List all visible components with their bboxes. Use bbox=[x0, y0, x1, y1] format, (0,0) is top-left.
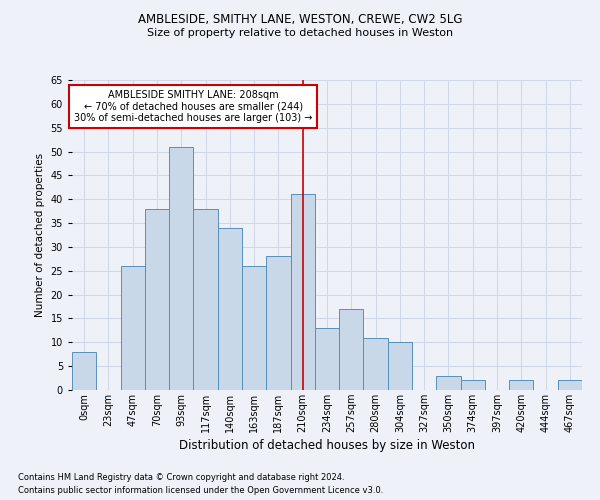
Bar bbox=[145, 209, 169, 390]
Bar bbox=[315, 328, 339, 390]
Bar bbox=[72, 352, 96, 390]
Bar bbox=[266, 256, 290, 390]
Text: Size of property relative to detached houses in Weston: Size of property relative to detached ho… bbox=[147, 28, 453, 38]
Bar bbox=[218, 228, 242, 390]
Bar bbox=[242, 266, 266, 390]
Bar bbox=[509, 380, 533, 390]
Bar bbox=[461, 380, 485, 390]
Bar bbox=[290, 194, 315, 390]
X-axis label: Distribution of detached houses by size in Weston: Distribution of detached houses by size … bbox=[179, 439, 475, 452]
Bar bbox=[169, 147, 193, 390]
Bar bbox=[339, 309, 364, 390]
Text: AMBLESIDE, SMITHY LANE, WESTON, CREWE, CW2 5LG: AMBLESIDE, SMITHY LANE, WESTON, CREWE, C… bbox=[138, 12, 462, 26]
Bar bbox=[193, 209, 218, 390]
Text: AMBLESIDE SMITHY LANE: 208sqm
← 70% of detached houses are smaller (244)
30% of : AMBLESIDE SMITHY LANE: 208sqm ← 70% of d… bbox=[74, 90, 313, 122]
Text: Contains HM Land Registry data © Crown copyright and database right 2024.: Contains HM Land Registry data © Crown c… bbox=[18, 474, 344, 482]
Bar bbox=[388, 342, 412, 390]
Bar bbox=[364, 338, 388, 390]
Bar bbox=[121, 266, 145, 390]
Bar bbox=[436, 376, 461, 390]
Bar bbox=[558, 380, 582, 390]
Y-axis label: Number of detached properties: Number of detached properties bbox=[35, 153, 45, 317]
Text: Contains public sector information licensed under the Open Government Licence v3: Contains public sector information licen… bbox=[18, 486, 383, 495]
